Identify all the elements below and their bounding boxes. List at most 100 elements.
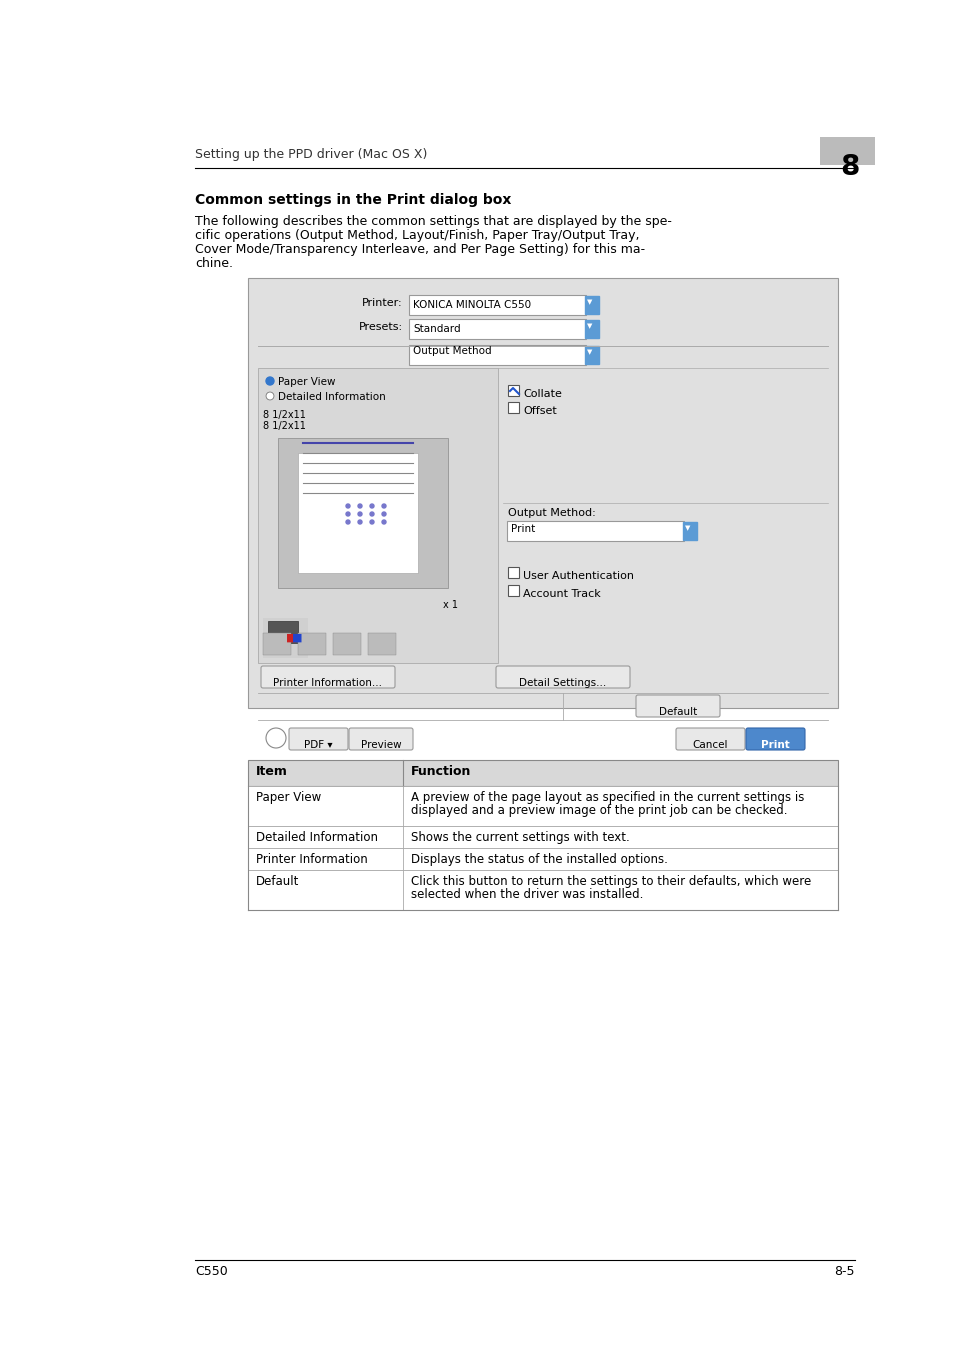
Text: Output Method: Output Method xyxy=(413,346,491,356)
FancyBboxPatch shape xyxy=(248,760,837,786)
Text: Default: Default xyxy=(255,875,299,888)
Text: Detail Settings...: Detail Settings... xyxy=(518,678,606,688)
FancyBboxPatch shape xyxy=(297,633,326,655)
Circle shape xyxy=(381,504,386,508)
FancyBboxPatch shape xyxy=(584,320,598,338)
Circle shape xyxy=(370,504,374,508)
Text: ?: ? xyxy=(273,733,278,743)
Text: Detailed Information: Detailed Information xyxy=(277,392,385,402)
FancyBboxPatch shape xyxy=(248,848,837,869)
FancyBboxPatch shape xyxy=(636,695,720,717)
Text: Print: Print xyxy=(760,740,788,751)
Text: Offset: Offset xyxy=(522,406,557,416)
FancyBboxPatch shape xyxy=(297,454,417,572)
FancyBboxPatch shape xyxy=(820,136,874,165)
Text: Print: Print xyxy=(511,524,535,535)
Text: Presets:: Presets: xyxy=(358,323,402,332)
Circle shape xyxy=(357,512,361,516)
Text: Default: Default xyxy=(659,707,697,717)
FancyBboxPatch shape xyxy=(409,346,585,365)
Text: Function: Function xyxy=(411,765,471,778)
FancyBboxPatch shape xyxy=(277,437,448,589)
Text: cific operations (Output Method, Layout/Finish, Paper Tray/Output Tray,: cific operations (Output Method, Layout/… xyxy=(194,230,639,242)
Circle shape xyxy=(266,392,274,400)
FancyBboxPatch shape xyxy=(507,585,518,595)
FancyBboxPatch shape xyxy=(507,402,518,413)
Text: selected when the driver was installed.: selected when the driver was installed. xyxy=(411,888,642,900)
Text: 8-5: 8-5 xyxy=(834,1265,854,1278)
Text: KONICA MINOLTA C550: KONICA MINOLTA C550 xyxy=(413,300,531,310)
Circle shape xyxy=(266,377,274,385)
Circle shape xyxy=(346,504,350,508)
Circle shape xyxy=(346,512,350,516)
Text: PDF ▾: PDF ▾ xyxy=(303,740,332,751)
Text: Standard: Standard xyxy=(413,324,460,333)
Text: Displays the status of the installed options.: Displays the status of the installed opt… xyxy=(411,853,667,865)
Text: ■: ■ xyxy=(292,633,302,643)
FancyBboxPatch shape xyxy=(263,633,291,655)
Text: Cover Mode/Transparency Interleave, and Per Page Setting) for this ma-: Cover Mode/Transparency Interleave, and … xyxy=(194,243,644,256)
FancyBboxPatch shape xyxy=(248,826,837,848)
FancyBboxPatch shape xyxy=(745,728,804,751)
Circle shape xyxy=(357,504,361,508)
FancyBboxPatch shape xyxy=(409,296,585,315)
Text: Printer Information: Printer Information xyxy=(255,853,367,865)
Text: chine.: chine. xyxy=(194,256,233,270)
FancyBboxPatch shape xyxy=(507,385,518,396)
FancyBboxPatch shape xyxy=(676,728,744,751)
FancyBboxPatch shape xyxy=(248,278,837,707)
Circle shape xyxy=(357,520,361,524)
Circle shape xyxy=(370,512,374,516)
Text: The following describes the common settings that are displayed by the spe-: The following describes the common setti… xyxy=(194,215,671,228)
FancyBboxPatch shape xyxy=(333,633,360,655)
FancyBboxPatch shape xyxy=(257,369,497,663)
Text: Click this button to return the settings to their defaults, which were: Click this button to return the settings… xyxy=(411,875,810,888)
Circle shape xyxy=(381,520,386,524)
Circle shape xyxy=(370,520,374,524)
FancyBboxPatch shape xyxy=(584,346,598,365)
Circle shape xyxy=(381,512,386,516)
Circle shape xyxy=(266,728,286,748)
FancyBboxPatch shape xyxy=(268,621,297,643)
Text: C550: C550 xyxy=(194,1265,228,1278)
FancyBboxPatch shape xyxy=(349,728,413,751)
FancyBboxPatch shape xyxy=(261,666,395,688)
Text: 8 1/2x11: 8 1/2x11 xyxy=(263,410,306,420)
FancyBboxPatch shape xyxy=(289,728,348,751)
Text: Output Method:: Output Method: xyxy=(507,508,595,518)
FancyBboxPatch shape xyxy=(507,567,518,578)
Text: Collate: Collate xyxy=(522,389,561,400)
Text: Printer Information...: Printer Information... xyxy=(274,678,382,688)
Circle shape xyxy=(346,520,350,524)
Text: displayed and a preview image of the print job can be checked.: displayed and a preview image of the pri… xyxy=(411,805,786,817)
Text: Preview: Preview xyxy=(360,740,401,751)
FancyBboxPatch shape xyxy=(248,869,837,910)
Text: Printer:: Printer: xyxy=(362,298,402,308)
FancyBboxPatch shape xyxy=(496,666,629,688)
Text: x 1: x 1 xyxy=(442,599,457,610)
FancyBboxPatch shape xyxy=(682,522,697,540)
Text: Shows the current settings with text.: Shows the current settings with text. xyxy=(411,832,629,844)
Text: 8: 8 xyxy=(840,153,859,181)
Text: A preview of the page layout as specified in the current settings is: A preview of the page layout as specifie… xyxy=(411,791,803,805)
Text: ▼: ▼ xyxy=(587,323,592,329)
Text: ▼: ▼ xyxy=(587,298,592,305)
FancyBboxPatch shape xyxy=(584,296,598,315)
Text: ■: ■ xyxy=(286,633,296,643)
Text: Detailed Information: Detailed Information xyxy=(255,832,377,844)
Text: Common settings in the Print dialog box: Common settings in the Print dialog box xyxy=(194,193,511,207)
Text: Account Track: Account Track xyxy=(522,589,600,599)
FancyBboxPatch shape xyxy=(409,319,585,339)
Text: 8 1/2x11: 8 1/2x11 xyxy=(263,421,306,431)
FancyBboxPatch shape xyxy=(248,786,837,826)
Text: ▼: ▼ xyxy=(587,350,592,355)
FancyBboxPatch shape xyxy=(368,633,395,655)
Text: Item: Item xyxy=(255,765,288,778)
Text: Paper View: Paper View xyxy=(277,377,335,387)
Text: Setting up the PPD driver (Mac OS X): Setting up the PPD driver (Mac OS X) xyxy=(194,148,427,161)
Text: Paper View: Paper View xyxy=(255,791,321,805)
FancyBboxPatch shape xyxy=(506,521,683,541)
Text: Cancel: Cancel xyxy=(692,740,727,751)
Text: ▼: ▼ xyxy=(684,525,690,531)
Text: User Authentication: User Authentication xyxy=(522,571,634,580)
